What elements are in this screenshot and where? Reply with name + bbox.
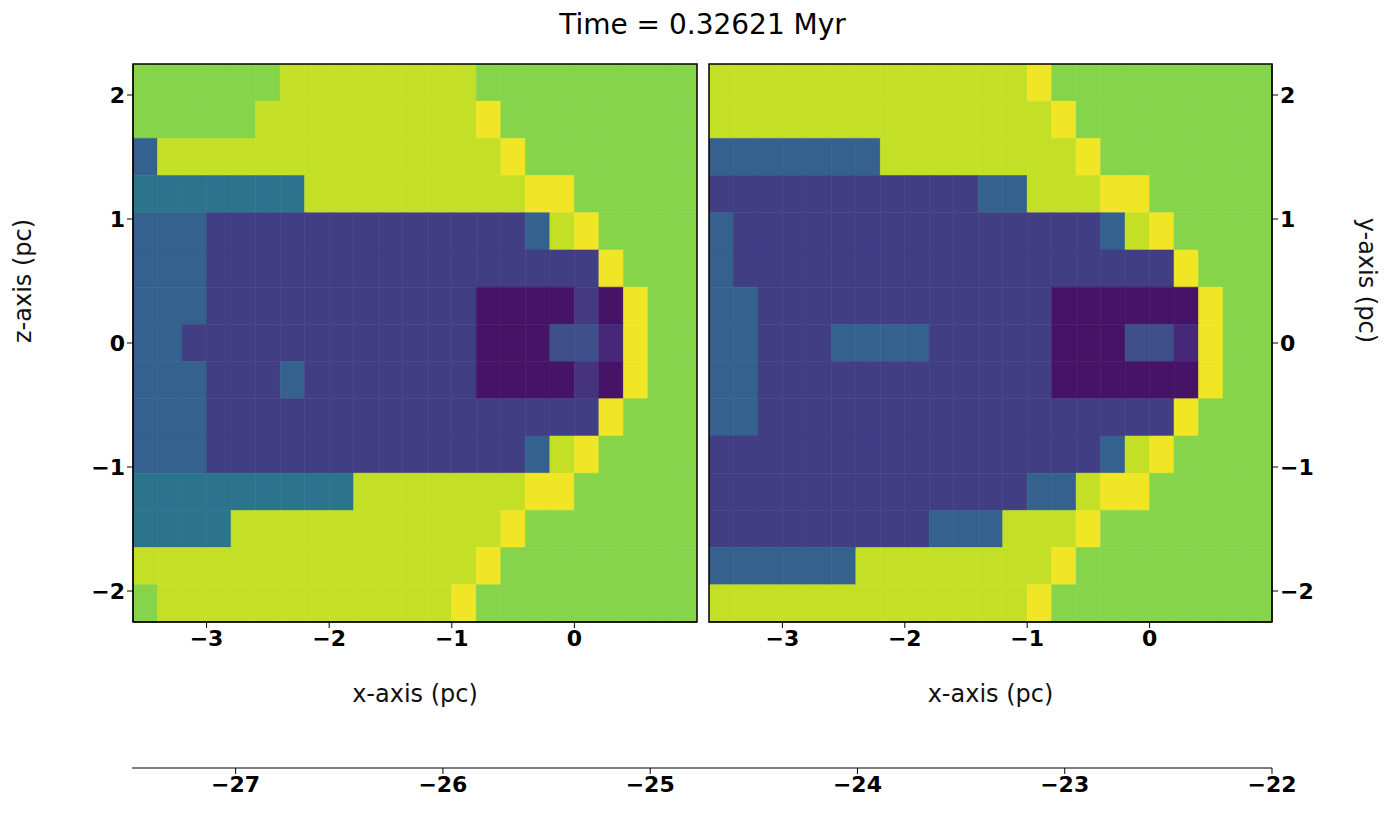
svg-text:−27: −27 xyxy=(211,772,260,797)
svg-text:0: 0 xyxy=(1142,626,1157,651)
svg-text:−1: −1 xyxy=(1010,626,1044,651)
svg-text:x-axis (pc): x-axis (pc) xyxy=(928,680,1054,708)
svg-text:x-axis (pc): x-axis (pc) xyxy=(352,680,478,708)
svg-text:2: 2 xyxy=(110,83,125,108)
svg-text:−2: −2 xyxy=(888,626,922,651)
svg-text:−23: −23 xyxy=(1040,772,1089,797)
svg-text:1: 1 xyxy=(110,207,125,232)
svg-text:−3: −3 xyxy=(190,626,224,651)
svg-text:−26: −26 xyxy=(418,772,467,797)
svg-text:−24: −24 xyxy=(833,772,882,797)
svg-text:y-axis (pc): y-axis (pc) xyxy=(1353,218,1380,343)
svg-text:0: 0 xyxy=(1280,331,1295,356)
svg-text:2: 2 xyxy=(1280,83,1295,108)
svg-text:−25: −25 xyxy=(626,772,675,797)
svg-text:−22: −22 xyxy=(1247,772,1296,797)
svg-text:−1: −1 xyxy=(1280,455,1314,480)
html-text:Time = 0.32621 Myr: Time = 0.32621 Myr xyxy=(559,8,846,41)
svg-text:1: 1 xyxy=(1280,207,1295,232)
svg-text:−1: −1 xyxy=(91,455,125,480)
svg-text:0: 0 xyxy=(110,331,125,356)
svg-text:−2: −2 xyxy=(312,626,346,651)
svg-text:−2: −2 xyxy=(91,579,125,604)
svg-text:−1: −1 xyxy=(435,626,469,651)
svg-text:−2: −2 xyxy=(1280,579,1314,604)
svg-text:z-axis (pc): z-axis (pc) xyxy=(9,219,37,343)
svg-text:0: 0 xyxy=(567,626,582,651)
svg-text:−3: −3 xyxy=(766,626,800,651)
